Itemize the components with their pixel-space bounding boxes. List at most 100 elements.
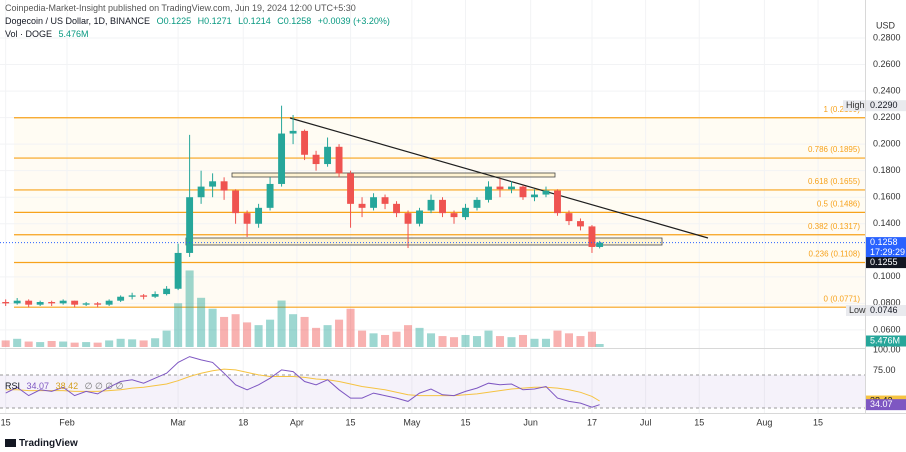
volume-bar [595,344,604,347]
trendline [289,117,709,239]
volume-bar [346,308,355,347]
candle-body [312,154,320,165]
volume-bar [541,338,551,347]
candle-body [450,213,458,218]
rsi-ma-line [5,368,600,402]
candle-body [508,186,515,190]
high-tag: High [846,100,865,110]
last-line-value: 0.1255 [870,257,898,267]
volume-bar [289,314,298,347]
axis-layer: 0.2800 0.2600 0.2400 0.2200 0.2000 0.1800 0.16… [1,32,906,427]
y-tick-label: 0.1400 [873,218,901,228]
fib-band [14,234,865,263]
x-tick-label: Feb [59,417,75,427]
volume-bar [220,316,229,347]
volume-bar [530,338,539,347]
y-tick-label: 0.2800 [873,32,901,42]
candle-body [25,300,33,305]
candle-body [59,300,67,304]
candle-body [36,302,44,305]
candle-body [255,207,263,224]
candle-body [577,221,584,227]
y-tick-label: 0.0600 [873,324,901,334]
candle-body [473,199,481,208]
volume-bar [449,337,459,347]
high-tag-box [843,100,865,112]
countdown: 17:29:29 [870,247,905,257]
last-line-box [866,257,906,269]
candle-body [381,197,389,204]
volume-bar [1,340,10,347]
volume-bar [139,340,148,347]
candle-body [151,294,159,297]
volume-bar [335,319,344,347]
volume-bar [231,314,240,347]
volume-bar [312,327,321,347]
candle-body [393,203,400,214]
volume-bar [484,330,493,347]
rsi-title: RSI [5,381,21,391]
background-layer: 1 (0.2199) 0.786 (0.1895) 0.618 (0.1655) 0.… [0,0,865,413]
candle-body [588,226,596,247]
volume-value: 5.476M [58,29,89,39]
x-tick-label: Aug [756,417,772,427]
candle-body [462,207,469,218]
candle-body [404,213,412,224]
x-tick-label: 17 [587,417,597,427]
symbol: Dogecoin / US Dollar, 1D, BINANCE [5,16,151,26]
y-tick-label: 0.1800 [873,165,901,175]
volume-bar [427,333,436,347]
candle-body [48,302,56,304]
y-tick-label: 0.1600 [873,192,901,202]
rsi-layer [5,356,600,408]
candle-layer [0,105,865,308]
candle-body [243,213,251,224]
candle-body [301,130,309,155]
symbol-line: Dogecoin / US Dollar, 1D, BINANCE O0.122… [5,16,394,26]
volume-bar [266,319,275,347]
volume-tag: 5.476M [870,335,900,345]
fib-label: 1 (0.2199) [824,105,861,114]
rsi-value: 34.07 [26,381,50,391]
high-value: 0.2290 [870,100,898,110]
current-price-box [866,237,906,259]
volume-bar [13,338,22,347]
candle-body [324,146,332,165]
fib-label: 0.236 (0.1108) [809,250,861,259]
volume-bar [47,340,56,347]
volume-bar [564,333,574,347]
candle-body [358,203,366,208]
candle-body [163,288,171,295]
fib-label: 0.786 (0.1895) [808,145,860,154]
volume-bar [392,331,401,347]
volume-bar [70,342,79,347]
rsi-extra: ∅ ∅ ∅ ∅ [84,381,124,391]
x-tick-label: 15 [694,417,704,427]
y-tick-label: 0.2600 [873,59,901,69]
x-tick-label: 15 [1,417,11,427]
candle-body [94,303,102,305]
volume-bar [576,336,585,347]
volume-bar [300,316,309,347]
y-tick-label: 0.1000 [873,271,901,281]
x-tick-label: 15 [813,417,823,427]
volume-bar [461,334,470,347]
x-tick-label: Jun [523,417,538,427]
candle-body [2,302,10,304]
fib-label: 0.382 (0.1317) [808,222,860,231]
currency-label: USD [876,20,896,30]
volume-bar [24,341,33,347]
volume-bar [105,340,114,347]
volume-bar [151,338,160,347]
candle-body [439,199,446,214]
fib-band [14,262,865,308]
volume-bar [358,330,367,347]
volume-bar [243,322,252,347]
ohlc-low: L0.1214 [238,16,271,26]
y-tick-label: 0.2000 [873,139,901,149]
candle-body [554,190,561,214]
candle-body [140,295,148,297]
footer-text: TradingView [19,438,78,449]
